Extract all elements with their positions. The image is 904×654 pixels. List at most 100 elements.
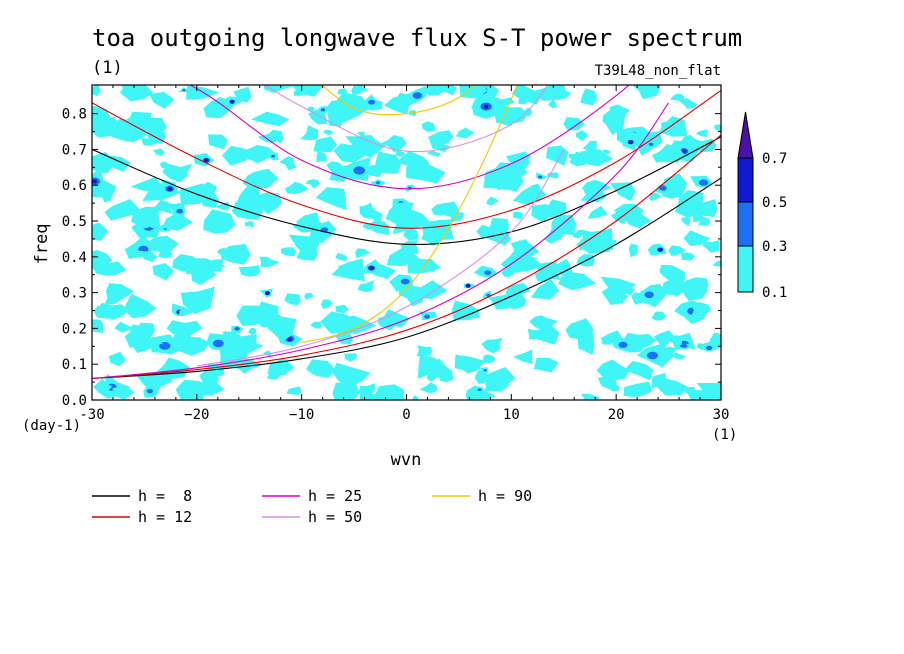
contour-blob: [455, 127, 475, 139]
contour-blob: [200, 192, 220, 208]
contour-blob: [201, 259, 224, 272]
contour-blob: [380, 135, 407, 153]
legend-label: h = 50: [308, 508, 362, 526]
contour-blob: [671, 352, 687, 360]
y-tick-label: 0.6: [62, 178, 87, 194]
y-tick-label: 0.8: [62, 107, 87, 123]
contour-blob: [621, 137, 636, 151]
contour-blob: [398, 285, 424, 307]
contour-blob: [484, 380, 511, 392]
y-axis: 0.0 0.1 0.2 0.3 0.4 0.5 0.6 0.7 0.8: [62, 107, 721, 409]
contour-blob: [427, 372, 438, 382]
contour-blob: [366, 163, 384, 178]
x-tick-label: −10: [289, 407, 314, 423]
contour-blob: [424, 314, 430, 319]
contour-blob: [112, 384, 135, 400]
contour-blob: [660, 182, 681, 199]
contour-blob: [96, 302, 130, 320]
contour-blob: [335, 252, 348, 262]
contour-blob: [618, 341, 628, 348]
dispersion-curve-lower-h50: [196, 149, 565, 367]
contour-blob: [576, 229, 611, 254]
contour-blob: [601, 286, 629, 305]
contour-blob: [383, 93, 411, 115]
colorbar-label: 0.5: [762, 195, 787, 211]
run-label: T39L48_non_flat: [595, 63, 721, 79]
y-tick-label: 0.4: [62, 250, 87, 266]
contour-blob: [419, 382, 438, 394]
contour-blob: [648, 142, 654, 146]
contour-blob: [313, 136, 338, 153]
contour-blob: [426, 150, 441, 157]
contour-blob: [689, 302, 712, 317]
contour-blob: [386, 246, 422, 267]
contour-blob: [628, 140, 634, 145]
contour-blob: [533, 357, 559, 373]
x-tick-label: -30: [79, 407, 104, 423]
x-tick-label: 0: [402, 407, 410, 423]
contour-blob: [320, 108, 326, 112]
contour-blob: [628, 243, 639, 258]
contour-blob: [335, 332, 354, 345]
contour-blob: [535, 326, 560, 345]
contour-blob: [162, 212, 193, 231]
legend-label: h = 8: [138, 487, 192, 505]
contour-blob: [203, 209, 236, 234]
contour-blob: [396, 150, 431, 175]
contour-blob: [601, 149, 611, 155]
contour-blob: [259, 256, 280, 268]
contour-blob: [130, 176, 164, 192]
contour-blob: [403, 228, 419, 241]
contour-blob: [647, 243, 667, 256]
contour-blob: [565, 318, 594, 341]
contour-blob: [124, 325, 152, 349]
contour-blob: [152, 263, 174, 281]
contour-blob: [529, 315, 558, 331]
legend: h = 8 h = 12 h = 25 h = 50 h = 90: [92, 487, 532, 526]
contour-blob: [179, 309, 189, 316]
contour-blob: [304, 292, 315, 300]
contour-blob: [600, 276, 637, 297]
contour-blob: [531, 278, 560, 300]
contour-blob: [442, 85, 458, 96]
legend-label: h = 25: [308, 487, 362, 505]
x-axis: -30 −20 −10 0 10 20 30: [79, 85, 729, 423]
dispersion-curve-lower-h8: [92, 177, 721, 380]
contour-blob: [491, 162, 528, 181]
contour-blob: [292, 217, 326, 233]
contour-blob: [580, 393, 601, 400]
contour-blob: [580, 91, 597, 106]
contour-blob: [609, 383, 620, 392]
contour-blob: [145, 339, 163, 349]
contour-blob: [546, 145, 569, 166]
y-tick-label: 0.0: [62, 393, 87, 409]
contour-blob: [483, 369, 487, 372]
contour-blob: [702, 240, 720, 253]
contour-blob: [331, 258, 365, 282]
contour-blob: [630, 336, 638, 345]
dispersion-curve-upper-h50: [263, 85, 549, 153]
contour-blob: [706, 345, 713, 351]
contour-blob: [486, 196, 500, 206]
contour-blob: [422, 85, 446, 96]
colorbar-label: 0.7: [762, 151, 787, 167]
contour-blob: [681, 252, 696, 261]
contour-blob: [170, 332, 210, 356]
contour-blob: [251, 111, 290, 127]
x-tick-label: 10: [503, 407, 520, 423]
contour-blob: [257, 191, 282, 215]
contour-blob: [587, 205, 608, 219]
contour-blob: [708, 332, 721, 348]
dispersion-curve-lower-h90: [301, 85, 518, 344]
contour-blob: [353, 166, 366, 175]
contour-blob: [400, 278, 410, 285]
dispersion-curve-upper-h8: [92, 136, 721, 245]
contour-blob: [153, 148, 166, 156]
contour-blob: [146, 388, 153, 394]
contour-blob: [623, 209, 651, 229]
contour-blob: [458, 363, 482, 374]
contour-blob: [395, 149, 406, 157]
contour-blob: [229, 99, 235, 104]
contour-blob: [221, 243, 251, 265]
contour-blob: [287, 336, 293, 341]
